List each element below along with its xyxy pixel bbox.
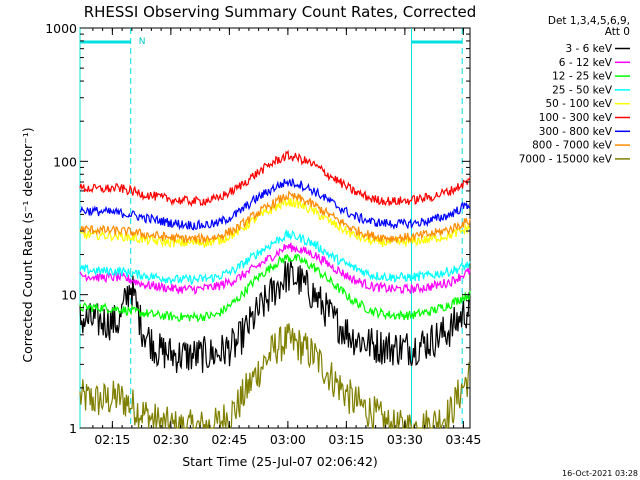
series-line-8 [79, 190, 471, 244]
legend-label: 25 - 50 keV [552, 84, 613, 96]
x-tick-label: 03:00 [270, 432, 306, 447]
legend-label: 50 - 100 keV [545, 98, 612, 110]
y-tick-label: 10 [61, 288, 77, 303]
series-layer [79, 149, 471, 431]
y-axis-label: Corrected Count Rate (s⁻¹ detector⁻¹) [20, 127, 35, 362]
timestamp-annotation: 16-Oct-2021 03:28 [562, 469, 638, 478]
legend-label: 6 - 12 keV [559, 57, 613, 69]
x-tick-label: 02:15 [94, 432, 130, 447]
y-tick-label: 1000 [45, 21, 77, 36]
attenuator-marker: N [139, 37, 146, 47]
x-tick-label: 03:30 [387, 432, 423, 447]
series-line-2 [79, 242, 471, 296]
x-tick-label: 03:45 [445, 432, 481, 447]
night-markers: N [79, 28, 463, 428]
x-tick-label: 03:15 [328, 432, 364, 447]
series-line-3 [79, 253, 471, 323]
y-tick-label: 1 [69, 421, 77, 436]
series-line-1 [79, 260, 471, 373]
legend-label: 3 - 6 keV [565, 43, 612, 55]
legend-label: 7000 - 15000 keV [519, 153, 613, 165]
legend-label: 100 - 300 keV [539, 112, 613, 124]
y-tick-label: 100 [53, 154, 77, 169]
legend-label: 300 - 800 keV [539, 126, 613, 138]
series-line-9 [79, 323, 471, 431]
x-axis-label: Start Time (25-Jul-07 02:06:42) [182, 454, 378, 469]
series-line-6 [79, 149, 471, 207]
legend-header: Det 1,3,4,5,6,9, [548, 15, 630, 27]
axes: 02:15 02:30 02:45 03:00 03:15 03:30 03:45 1 10 10… [45, 21, 481, 447]
legend-label: 12 - 25 keV [552, 71, 613, 83]
chart-title: RHESSI Observing Summary Count Rates, Co… [84, 3, 477, 21]
series-line-7 [79, 178, 471, 231]
series-line-4 [79, 228, 471, 286]
legend: Det 1,3,4,5,6,9,Att 0 3 - 6 keV 6 - 12 keV… [519, 15, 630, 165]
x-tick-label: 02:30 [153, 432, 189, 447]
x-tick-label: 02:45 [211, 432, 247, 447]
legend-header: Att 0 [605, 26, 630, 38]
legend-label: 800 - 7000 keV [532, 140, 613, 152]
